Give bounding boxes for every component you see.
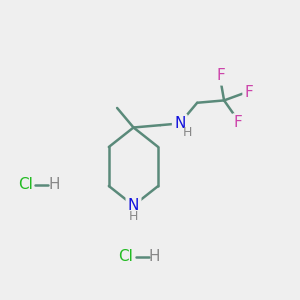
Text: F: F xyxy=(216,68,225,83)
Text: N: N xyxy=(128,198,139,213)
Text: F: F xyxy=(234,116,243,130)
Text: H: H xyxy=(48,177,60,192)
Text: H: H xyxy=(149,249,160,264)
Text: H: H xyxy=(183,126,192,139)
Text: F: F xyxy=(244,85,253,100)
Text: Cl: Cl xyxy=(118,249,134,264)
Text: H: H xyxy=(129,210,138,224)
Text: N: N xyxy=(174,116,185,131)
Text: Cl: Cl xyxy=(18,177,33,192)
